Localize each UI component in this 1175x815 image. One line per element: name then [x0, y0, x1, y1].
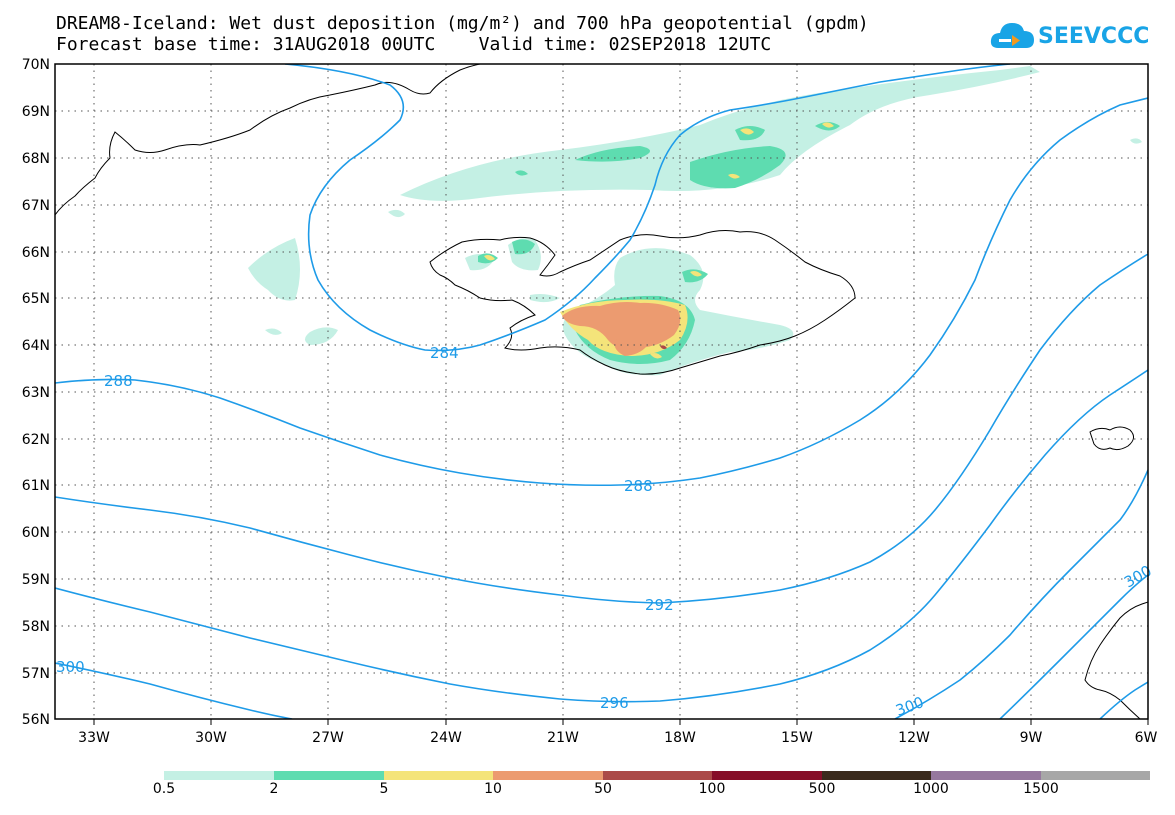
contour-288-a [55, 97, 1148, 487]
contour-label-296: 296 [600, 694, 629, 712]
legend-label-6: 500 [808, 781, 836, 797]
legend-swatch-0 [164, 771, 274, 780]
forecast-times: Forecast base time: 31AUG2018 00UTC Vali… [56, 34, 772, 55]
legend-label-2: 5 [379, 781, 389, 797]
legend-label-3: 10 [484, 781, 502, 797]
legend-label-8: 1500 [1023, 781, 1059, 797]
contour-label-292: 292 [645, 596, 674, 614]
lat-label-57n: 57N [22, 666, 50, 682]
legend-swatch-1 [274, 771, 384, 780]
logo-text: SEEVCCC [1038, 24, 1150, 49]
lon-label-24w: 24W [430, 730, 462, 746]
lat-label-61n: 61N [22, 478, 50, 494]
lat-label-56n: 56N [22, 712, 50, 728]
latitude-labels: 70N 69N 68N 67N 66N 65N 64N 63N 62N 61N … [22, 57, 50, 728]
map-title: DREAM8-Iceland: Wet dust deposition (mg/… [56, 13, 869, 34]
lat-label-64n: 64N [22, 338, 50, 354]
faroe-coast [1089, 426, 1134, 451]
contour-300-c [999, 574, 1148, 719]
lon-label-18w: 18W [664, 730, 696, 746]
cloud-icon [990, 23, 1034, 48]
lat-label-70n: 70N [22, 57, 50, 73]
lat-label-65n: 65N [22, 291, 50, 307]
legend-swatch-5 [712, 771, 822, 780]
contour-300-a [55, 662, 293, 719]
contour-labels: 284 288 288 292 296 300 300 300 [56, 344, 1155, 720]
contour-label-288-a: 288 [104, 372, 133, 390]
contour-292 [55, 253, 1148, 604]
lon-label-6w: 6W [1135, 730, 1158, 746]
lon-label-27w: 27W [312, 730, 344, 746]
legend-swatch-6 [822, 771, 931, 780]
lon-label-12w: 12W [898, 730, 930, 746]
lat-label-59n: 59N [22, 572, 50, 588]
lat-label-63n: 63N [22, 385, 50, 401]
legend-swatch-7 [931, 771, 1041, 780]
scotland-coast [1084, 601, 1148, 719]
greenland-coast [55, 64, 481, 216]
legend-label-5: 100 [698, 781, 726, 797]
deposition-shading-10-50 [562, 302, 681, 356]
coastlines [55, 64, 1148, 719]
lat-label-58n: 58N [22, 619, 50, 635]
legend-swatch-8 [1041, 771, 1150, 780]
legend-label-1: 2 [269, 781, 279, 797]
contour-300-b [894, 469, 1148, 719]
lon-label-21w: 21W [547, 730, 579, 746]
seevccc-logo: SEEVCCC [990, 18, 1160, 58]
lat-label-68n: 68N [22, 151, 50, 167]
iceland-coast [429, 230, 856, 375]
lon-label-15w: 15W [781, 730, 813, 746]
legend-swatch-4 [603, 771, 712, 780]
map-frame [54, 63, 1149, 720]
contour-label-300-a: 300 [56, 658, 85, 676]
longitude-labels: 33W 30W 27W 24W 21W 18W 15W 12W 9W 6W [78, 730, 1157, 746]
deposition-shading-50-100 [660, 345, 667, 350]
lat-label-60n: 60N [22, 525, 50, 541]
contour-label-288-b: 288 [624, 477, 653, 495]
legend-label-4: 50 [594, 781, 612, 797]
lat-label-66n: 66N [22, 245, 50, 261]
legend-label-0: 0.5 [152, 781, 176, 797]
contour-284 [284, 64, 1011, 352]
contour-label-284: 284 [430, 344, 459, 362]
lon-label-9w: 9W [1020, 730, 1043, 746]
lon-label-33w: 33W [78, 730, 110, 746]
contour-296 [55, 369, 1148, 703]
legend-swatch-3 [493, 771, 603, 780]
lat-label-67n: 67N [22, 198, 50, 214]
contour-300-d [1099, 681, 1148, 719]
lat-label-62n: 62N [22, 432, 50, 448]
legend-swatch-2 [384, 771, 493, 780]
axis-ticks [93, 719, 1149, 725]
lon-label-30w: 30W [195, 730, 227, 746]
lat-label-69n: 69N [22, 104, 50, 120]
geopotential-contours [55, 64, 1148, 719]
legend-label-7: 1000 [913, 781, 949, 797]
